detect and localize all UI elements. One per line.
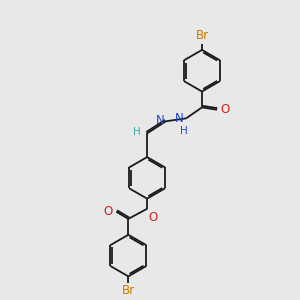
Text: N: N: [175, 112, 184, 125]
Text: O: O: [148, 211, 158, 224]
Text: N: N: [155, 114, 164, 127]
Text: H: H: [133, 127, 141, 137]
Text: O: O: [103, 205, 112, 218]
Text: O: O: [221, 103, 230, 116]
Text: Br: Br: [122, 284, 135, 298]
Text: H: H: [180, 126, 188, 136]
Text: Br: Br: [195, 29, 208, 42]
